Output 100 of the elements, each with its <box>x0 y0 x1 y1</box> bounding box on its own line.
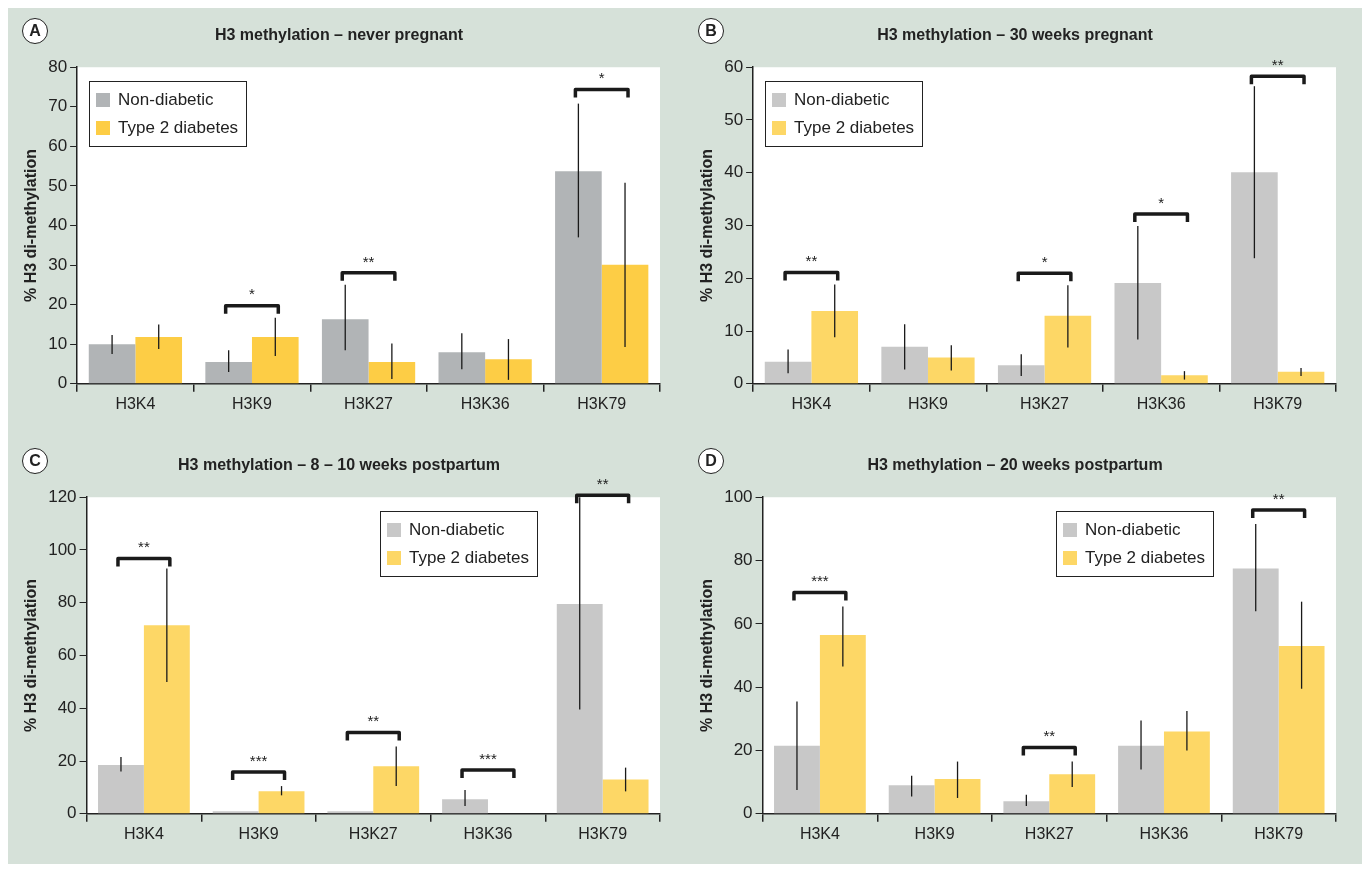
annotation: * <box>1158 193 1165 211</box>
y-tick-label: 10 <box>724 320 744 340</box>
bar <box>1003 801 1050 814</box>
y-tick-label: 50 <box>48 175 68 195</box>
annotation: *** <box>479 749 497 767</box>
x-tick-label: H3K9 <box>231 394 273 412</box>
bar <box>438 352 486 384</box>
bar <box>774 745 820 814</box>
y-tick-label: 70 <box>48 96 68 116</box>
annotation: *** <box>811 572 829 590</box>
annotation: * <box>598 69 605 87</box>
annotation: ** <box>138 538 150 556</box>
annotation: ** <box>1043 727 1056 745</box>
chart-title: H3 methylation – 20 weeks postpartum <box>867 456 1163 474</box>
x-tick-label: H3K79 <box>1254 824 1304 842</box>
y-tick-label: 40 <box>57 697 77 717</box>
y-tick-label: 60 <box>724 56 744 76</box>
y-tick-label: 20 <box>48 294 68 314</box>
x-tick-label: H3K4 <box>123 824 165 842</box>
bar <box>1118 745 1164 814</box>
x-tick-label: H3K36 <box>460 394 510 412</box>
annotation: * <box>249 285 256 303</box>
bar <box>1278 646 1325 814</box>
legend-label: Non-diabetic <box>118 89 214 112</box>
bar <box>251 337 299 384</box>
y-tick-label: 100 <box>48 539 77 559</box>
y-tick-label: 20 <box>724 267 744 287</box>
y-tick-label: 20 <box>57 750 77 770</box>
x-tick-label: H3K4 <box>115 394 156 412</box>
legend-label: Non-diabetic <box>794 89 890 112</box>
chart-title: H3 methylation – 8 – 10 weeks postpartum <box>178 456 500 474</box>
x-tick-label: H3K79 <box>578 824 628 842</box>
y-tick-label: 60 <box>48 136 68 156</box>
x-tick-label: H3K36 <box>1139 824 1189 842</box>
annotation: ** <box>367 712 380 730</box>
bar <box>934 778 981 814</box>
legend-label: Type 2 diabetes <box>409 547 530 570</box>
bar <box>1044 315 1092 384</box>
y-tick-label: 10 <box>48 333 68 353</box>
x-tick-label: H3K9 <box>907 394 949 412</box>
x-tick-label: H3K79 <box>577 394 627 412</box>
bar <box>88 344 136 384</box>
legend-label: Type 2 diabetes <box>794 117 915 140</box>
y-tick-label: 40 <box>48 215 68 235</box>
bar <box>1232 568 1279 814</box>
bar <box>1231 172 1278 384</box>
text: A <box>22 18 48 44</box>
bar <box>601 264 649 384</box>
bar <box>1114 283 1162 384</box>
bar <box>327 811 374 814</box>
y-tick-label: 20 <box>733 740 753 760</box>
bar <box>556 604 603 814</box>
bar <box>811 310 859 384</box>
x-tick-label: H3K9 <box>238 824 279 842</box>
x-tick-label: H3K27 <box>348 824 398 842</box>
y-axis-title: % H3 di-methylation <box>22 149 40 302</box>
chart-title: H3 methylation – 30 weeks pregnant <box>877 26 1154 44</box>
y-tick-label: 60 <box>733 613 753 633</box>
bar <box>143 625 190 814</box>
bar <box>1163 731 1210 814</box>
x-tick-label: H3K27 <box>344 394 394 412</box>
legend-label: Non-diabetic <box>409 519 505 542</box>
bar <box>555 171 602 384</box>
y-tick-label: 30 <box>48 254 68 274</box>
bar <box>602 779 649 814</box>
y-tick-label: 0 <box>733 373 744 393</box>
bar <box>1049 774 1096 814</box>
bar <box>442 799 488 814</box>
x-tick-label: H3K36 <box>463 824 513 842</box>
x-tick-label: H3K4 <box>799 824 841 842</box>
x-tick-label: H3K79 <box>1253 394 1303 412</box>
annotation: *** <box>249 751 268 769</box>
y-axis-title: % H3 di-methylation <box>698 149 716 302</box>
legend-label: Type 2 diabetes <box>1085 547 1206 570</box>
x-tick-label: H3K36 <box>1136 394 1186 412</box>
bar <box>205 362 252 384</box>
y-axis-title: % H3 di-methylation <box>698 579 716 732</box>
text: ** <box>596 474 609 492</box>
bar <box>764 361 812 384</box>
y-tick-label: 120 <box>48 486 77 506</box>
y-tick-label: 50 <box>724 109 744 129</box>
y-tick-label: 40 <box>724 162 744 182</box>
text: C <box>22 448 48 474</box>
x-tick-label: H3K27 <box>1024 824 1074 842</box>
bar <box>321 319 369 384</box>
bar <box>997 365 1045 384</box>
bar <box>373 766 420 814</box>
chart-title: H3 methylation – never pregnant <box>214 26 464 44</box>
annotation: * <box>1041 252 1048 270</box>
annotation: ** <box>1272 489 1285 507</box>
y-tick-label: 80 <box>733 550 753 570</box>
bar <box>927 357 975 384</box>
annotation: ** <box>362 252 375 270</box>
annotation: ** <box>805 252 818 270</box>
x-tick-label: H3K9 <box>914 824 955 842</box>
legend-label: Type 2 diabetes <box>118 117 239 140</box>
bar <box>485 359 532 384</box>
x-tick-label: H3K4 <box>791 394 832 412</box>
y-tick-label: 40 <box>733 676 753 696</box>
y-axis-title: % H3 di-methylation <box>22 579 40 732</box>
